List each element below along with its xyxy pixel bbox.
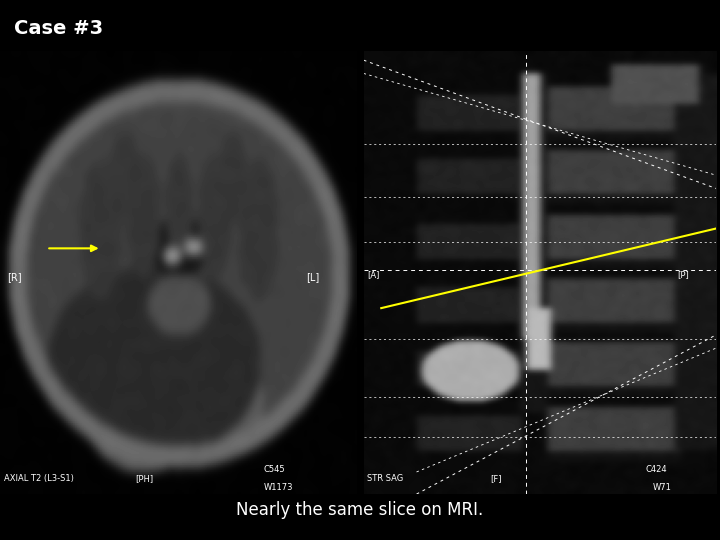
- Text: W1173: W1173: [264, 483, 293, 492]
- Text: W71: W71: [653, 483, 672, 492]
- Text: [PH]: [PH]: [135, 474, 153, 483]
- Text: C545: C545: [264, 465, 285, 474]
- Text: [A]: [A]: [367, 271, 379, 279]
- Text: Case #3: Case #3: [14, 19, 104, 38]
- Text: AXIAL T2 (L3-S1): AXIAL T2 (L3-S1): [4, 474, 73, 483]
- Text: [L]: [L]: [307, 272, 320, 282]
- Text: C424: C424: [646, 465, 667, 474]
- Text: [F]: [F]: [490, 474, 502, 483]
- Text: Nearly the same slice on MRI.: Nearly the same slice on MRI.: [236, 501, 484, 519]
- Text: STR SAG: STR SAG: [367, 474, 403, 483]
- Text: [R]: [R]: [7, 272, 22, 282]
- Text: [P]: [P]: [678, 271, 689, 279]
